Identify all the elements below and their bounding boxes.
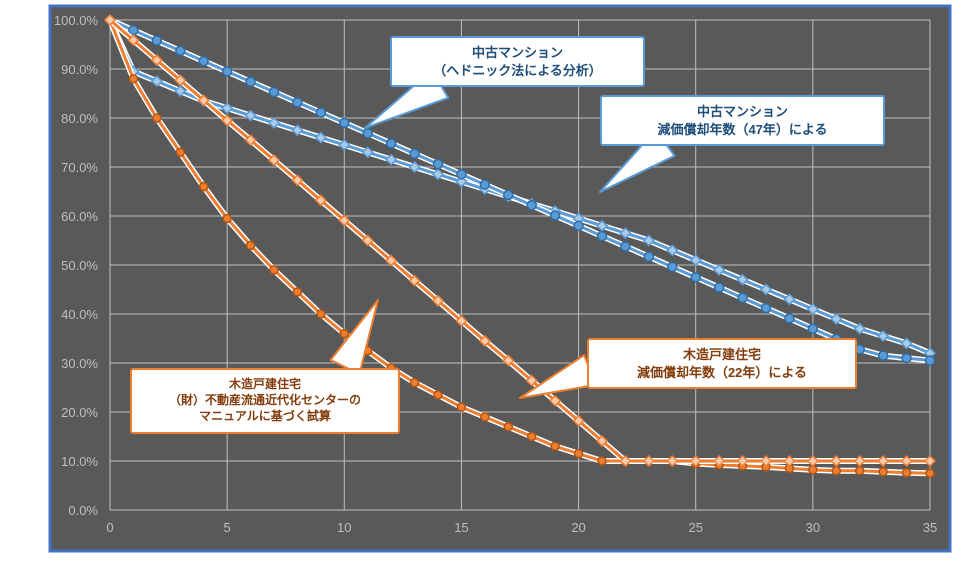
y-tick-label: 0.0%: [68, 503, 98, 518]
callout-1: 中古マンション減価償却年数（47年）による: [600, 95, 885, 146]
x-tick-label: 5: [224, 520, 231, 535]
y-tick-label: 70.0%: [61, 160, 98, 175]
callout-line: マニュアルに基づく試算: [142, 408, 388, 424]
x-tick-label: 35: [923, 520, 937, 535]
callout-line: （ヘドニック法による分析）: [402, 62, 633, 80]
depreciation-chart: 0.0% 10.0% 20.0% 30.0% 40.0% 50.0% 60.0% 70.0% 8…: [0, 0, 980, 580]
y-tick-label: 60.0%: [61, 209, 98, 224]
y-tick-label: 100.0%: [54, 13, 99, 28]
callout-3: 木造戸建住宅減価償却年数（22年）による: [587, 338, 857, 389]
y-tick-label: 20.0%: [61, 405, 98, 420]
x-tick-label: 10: [337, 520, 351, 535]
x-tick-label: 20: [571, 520, 585, 535]
y-tick-label: 90.0%: [61, 62, 98, 77]
callout-line: 減価償却年数（22年）による: [599, 364, 845, 382]
y-tick-label: 50.0%: [61, 258, 98, 273]
callout-0: 中古マンション（ヘドニック法による分析）: [390, 36, 645, 87]
y-tick-label: 80.0%: [61, 111, 98, 126]
callout-line: （財）不動産流通近代化センターの: [142, 392, 388, 408]
y-tick-label: 30.0%: [61, 356, 98, 371]
callout-line: 木造戸建住宅: [142, 376, 388, 392]
x-tick-label: 30: [806, 520, 820, 535]
x-tick-label: 25: [688, 520, 702, 535]
callout-2: 木造戸建住宅（財）不動産流通近代化センターのマニュアルに基づく試算: [130, 368, 400, 434]
x-tick-label: 15: [454, 520, 468, 535]
callout-line: 中古マンション: [612, 103, 873, 121]
callout-line: 中古マンション: [402, 44, 633, 62]
y-tick-label: 40.0%: [61, 307, 98, 322]
callout-line: 減価償却年数（47年）による: [612, 121, 873, 139]
x-tick-label: 0: [106, 520, 113, 535]
y-tick-label: 10.0%: [61, 454, 98, 469]
callout-line: 木造戸建住宅: [599, 346, 845, 364]
